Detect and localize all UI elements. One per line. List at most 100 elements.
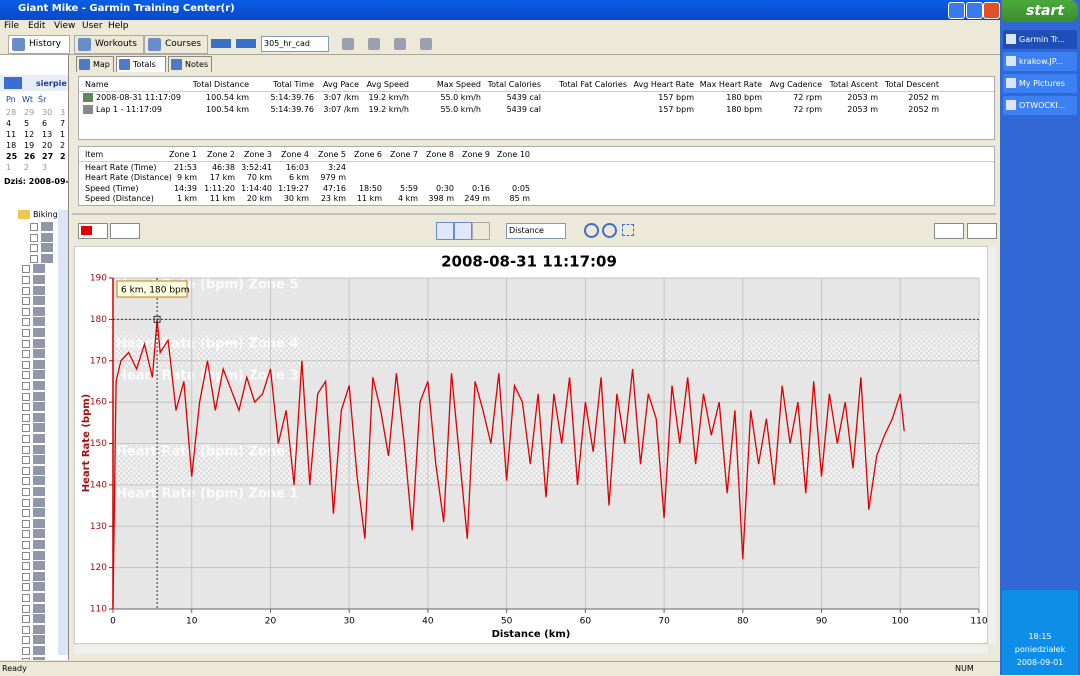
calendar-day[interactable]: 7 — [60, 119, 66, 128]
menu-item[interactable]: User — [82, 21, 103, 31]
calendar-day[interactable]: 30 — [42, 108, 53, 117]
calendar-day[interactable]: 25 — [6, 152, 18, 161]
color-picker[interactable] — [78, 223, 108, 239]
tree-expander[interactable] — [22, 360, 30, 369]
nav-forward[interactable] — [236, 39, 256, 48]
nav-back[interactable] — [211, 39, 231, 48]
zoom-out[interactable] — [602, 223, 617, 238]
profile-dropdown[interactable]: 305_hr_cad — [261, 36, 329, 52]
tree-expander[interactable] — [22, 551, 30, 560]
tree-expander[interactable] — [22, 424, 30, 433]
toolbar-button[interactable]: History — [8, 35, 70, 54]
calendar-day[interactable]: 20 — [42, 141, 53, 150]
toolbar-action[interactable] — [394, 38, 406, 50]
table-header[interactable]: Max Speed — [436, 80, 481, 89]
table-header[interactable]: Item — [85, 150, 104, 159]
toolbar-button[interactable]: Workouts — [74, 35, 144, 54]
scrollbar[interactable] — [988, 246, 996, 644]
tree-expander[interactable] — [22, 541, 30, 549]
tree-expander[interactable] — [30, 254, 38, 263]
table-header[interactable]: Zone 4 — [281, 150, 309, 159]
tree-expander[interactable] — [22, 477, 30, 486]
tree-expander[interactable] — [22, 615, 30, 624]
scrollbar[interactable] — [58, 210, 68, 655]
tree-expander[interactable] — [22, 562, 30, 571]
calendar-day[interactable]: 2 — [24, 163, 30, 172]
close-button[interactable] — [983, 2, 1000, 19]
table-header[interactable]: Zone 9 — [462, 150, 490, 159]
calendar-day[interactable]: 2 — [60, 141, 66, 150]
calendar-day[interactable]: 5 — [24, 119, 30, 128]
calendar-day[interactable]: 27 — [42, 152, 54, 161]
tree-expander[interactable] — [22, 583, 30, 592]
table-header[interactable]: Avg Speed — [366, 80, 409, 89]
calendar-day[interactable]: 3 — [60, 108, 66, 117]
calendar-prev[interactable] — [4, 77, 22, 89]
table-header[interactable]: Avg Cadence — [769, 80, 822, 89]
table-header[interactable]: Total Fat Calories — [559, 80, 627, 89]
task-item[interactable]: krakow.JP... — [1003, 52, 1077, 71]
tree-expander[interactable] — [22, 329, 30, 337]
tree-expander[interactable] — [22, 466, 30, 475]
menu-item[interactable]: Help — [108, 21, 129, 31]
table-header[interactable]: Avg Pace — [322, 80, 359, 89]
calendar-day[interactable]: 29 — [24, 108, 35, 117]
tree-expander[interactable] — [22, 509, 30, 518]
style-picker[interactable] — [110, 223, 140, 239]
tree-expander[interactable] — [22, 435, 30, 443]
calendar-day[interactable]: 3 — [42, 163, 48, 172]
table-header[interactable]: Total Descent — [884, 80, 939, 89]
tree-expander[interactable] — [22, 392, 30, 401]
maximize-button[interactable] — [966, 2, 983, 19]
menu-item[interactable]: File — [4, 21, 20, 31]
table-header[interactable]: Zone 1 — [169, 150, 197, 159]
calendar-day[interactable]: 19 — [24, 141, 35, 150]
tree-expander[interactable] — [22, 488, 30, 496]
tree-expander[interactable] — [22, 572, 30, 581]
table-header[interactable]: Zone 6 — [354, 150, 382, 159]
tree-expander[interactable] — [22, 647, 30, 655]
tree-expander[interactable] — [22, 530, 30, 539]
calendar-day[interactable]: 28 — [6, 108, 17, 117]
view-button[interactable] — [454, 222, 472, 240]
table-header[interactable]: Zone 8 — [426, 150, 454, 159]
tree-expander[interactable] — [22, 657, 30, 660]
tab[interactable]: Map — [76, 56, 114, 72]
toolbar-button[interactable]: Courses — [144, 35, 208, 54]
toolbar-action[interactable] — [420, 38, 432, 50]
tree-expander[interactable] — [22, 339, 30, 348]
table-header[interactable]: Total Time — [273, 80, 314, 89]
table-header[interactable]: Zone 5 — [318, 150, 346, 159]
tree-expander[interactable] — [22, 403, 30, 412]
table-header[interactable]: Max Heart Rate — [699, 80, 762, 89]
task-item[interactable]: OTWOCKI... — [1003, 96, 1077, 115]
tree-expander[interactable] — [22, 265, 30, 274]
tree-expander[interactable] — [22, 604, 30, 613]
table-header[interactable]: Avg Heart Rate — [633, 80, 694, 89]
table-header[interactable]: Total Distance — [192, 80, 249, 89]
toolbar-action[interactable] — [342, 38, 354, 50]
table-header[interactable]: Zone 2 — [207, 150, 235, 159]
tree-expander[interactable] — [22, 350, 30, 359]
calendar-day[interactable]: 26 — [24, 152, 36, 161]
view-button[interactable] — [472, 222, 490, 240]
zoom-fit[interactable] — [622, 224, 634, 236]
calendar-day[interactable]: 11 — [6, 130, 17, 139]
tree-expander[interactable] — [22, 625, 30, 634]
table-header[interactable]: Zone 7 — [390, 150, 418, 159]
task-item[interactable]: Garmin Tr... — [1003, 30, 1077, 49]
task-item[interactable]: My Pictures — [1003, 74, 1077, 93]
picker[interactable] — [934, 223, 964, 239]
table-header[interactable]: Zone 10 — [496, 150, 530, 159]
table-header[interactable]: Total Ascent — [829, 80, 878, 89]
tree-expander[interactable] — [22, 413, 30, 422]
tree-expander[interactable] — [22, 594, 30, 602]
tree-root[interactable]: Biking — [33, 210, 58, 219]
tree-expander[interactable] — [22, 445, 30, 454]
tree-expander[interactable] — [22, 307, 30, 316]
tree-expander[interactable] — [22, 636, 30, 645]
tree-expander[interactable] — [22, 519, 30, 528]
picker[interactable] — [967, 223, 997, 239]
tab[interactable]: Notes — [168, 56, 212, 72]
tree-expander[interactable] — [22, 498, 30, 507]
